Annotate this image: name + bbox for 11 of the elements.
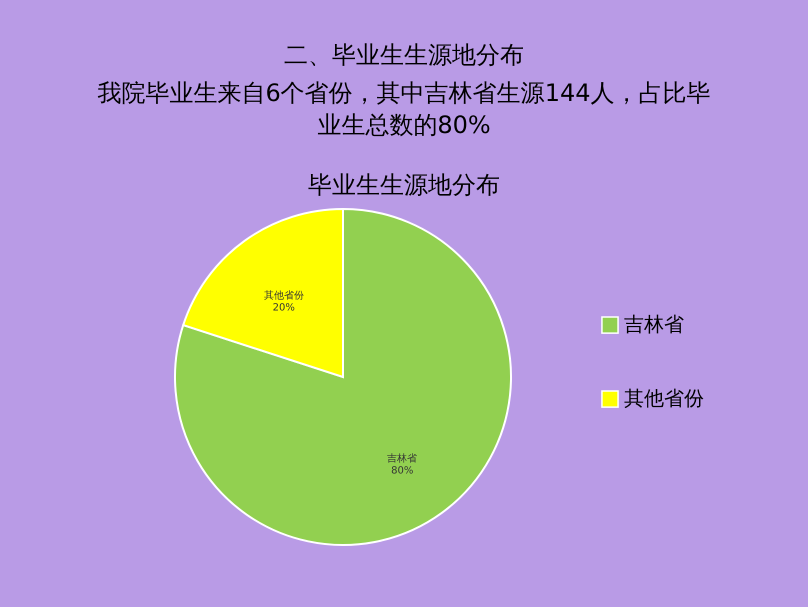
- text: 业生总数的80%: [317, 111, 491, 139]
- legend-label: 其他省份: [624, 386, 704, 410]
- legend-label: 吉林省: [624, 312, 684, 336]
- data-label: 80%: [391, 466, 414, 477]
- data-label: 20%: [272, 302, 295, 314]
- chart-title: 毕业生生源地分布: [308, 171, 500, 199]
- text: 我院毕业生来自6个省份，其中吉林省生源144人，占比毕: [97, 79, 711, 107]
- slice-label: 其他省份: [264, 289, 304, 302]
- pie-slice: [174, 208, 512, 546]
- text: 二、毕业生生源地分布: [284, 41, 524, 69]
- slice-label: 吉林省: [387, 452, 418, 465]
